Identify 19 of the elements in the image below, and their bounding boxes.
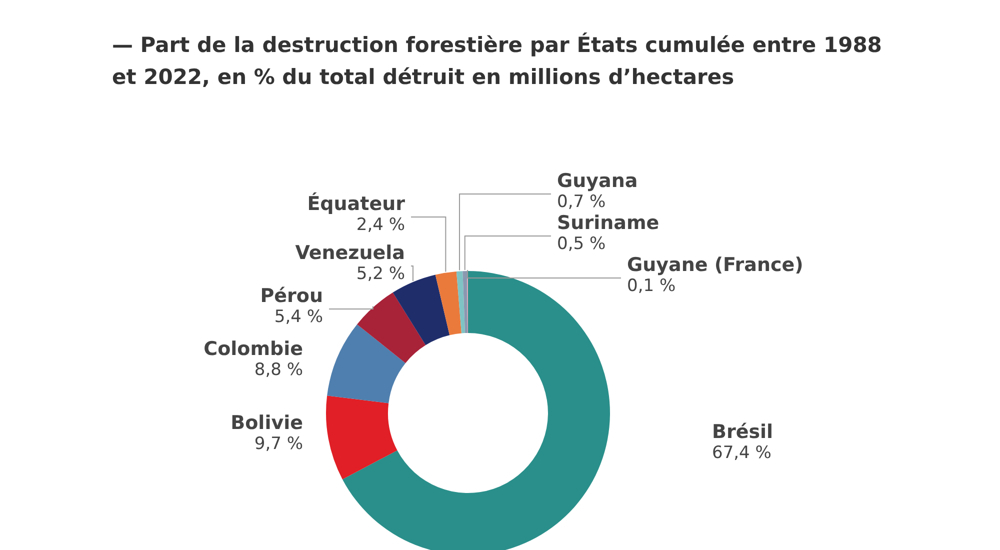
slice-label: Brésil: [712, 421, 774, 443]
data-label: 0,1 %: [627, 276, 676, 296]
data-label: 0,7 %: [557, 192, 606, 212]
slice-label: Venezuela: [295, 242, 405, 264]
chart-title: — Part de la destruction forestière par États cumulée entre 1988 et 2022, en % du total détruit en millions d’hectares: [112, 32, 882, 89]
slice-label: Bolivie: [230, 412, 303, 434]
data-label: 0,5 %: [557, 234, 606, 254]
data-label: 5,4 %: [274, 307, 323, 327]
slice-label: Équateur: [307, 192, 406, 215]
data-label: 5,2 %: [356, 264, 405, 284]
slice-label: Guyana: [557, 170, 638, 192]
data-label: 8,8 %: [254, 360, 303, 380]
data-label: 9,7 %: [254, 434, 303, 454]
slice-label: Suriname: [557, 212, 660, 234]
data-label: 2,4 %: [356, 215, 405, 235]
slice-label: Colombie: [204, 338, 303, 360]
slice-label: Guyane (France): [627, 254, 804, 276]
data-label: 67,4 %: [712, 443, 772, 463]
slice-label: Pérou: [260, 285, 323, 307]
